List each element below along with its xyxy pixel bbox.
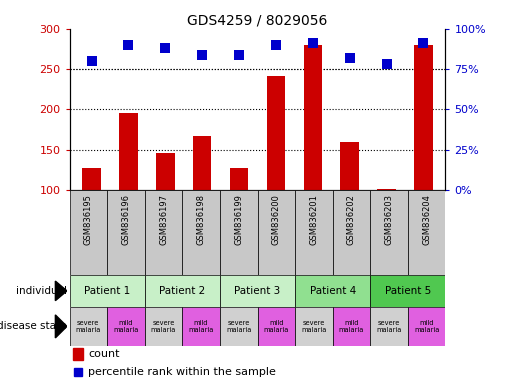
Text: GSM836204: GSM836204 (422, 194, 431, 245)
Text: GSM836195: GSM836195 (84, 194, 93, 245)
Bar (73, 348, 83, 360)
FancyBboxPatch shape (220, 190, 258, 275)
Point (198, 51, 207, 58)
FancyBboxPatch shape (408, 190, 445, 275)
Point (308, 40, 317, 46)
Bar (145, 275, 220, 307)
Bar (70, 275, 145, 307)
Text: severe
malaria: severe malaria (151, 320, 176, 333)
Bar (230, 167, 248, 190)
Bar (267, 76, 285, 190)
Bar (107, 307, 145, 346)
Bar (333, 307, 370, 346)
Text: Patient 2: Patient 2 (159, 286, 205, 296)
Text: mild
malaria: mild malaria (113, 320, 139, 333)
Text: GSM836197: GSM836197 (159, 194, 168, 245)
Text: GSM836201: GSM836201 (310, 194, 318, 245)
FancyBboxPatch shape (258, 190, 295, 275)
Text: Patient 3: Patient 3 (234, 286, 281, 296)
FancyBboxPatch shape (370, 190, 408, 275)
Text: mild
malaria: mild malaria (188, 320, 214, 333)
Text: GSM836200: GSM836200 (272, 194, 281, 245)
Point (88, 58, 96, 64)
FancyBboxPatch shape (70, 190, 107, 275)
Point (272, 42, 280, 48)
Text: GSM836198: GSM836198 (197, 194, 205, 245)
Text: Patient 4: Patient 4 (310, 286, 356, 296)
Text: severe
malaria: severe malaria (76, 320, 101, 333)
FancyBboxPatch shape (333, 190, 370, 275)
Point (235, 51, 243, 58)
Bar (303, 45, 322, 190)
Bar (182, 307, 220, 346)
Point (346, 55, 354, 61)
Text: mild
malaria: mild malaria (264, 320, 289, 333)
Bar (70, 307, 107, 346)
Bar (377, 189, 396, 190)
Polygon shape (56, 315, 67, 338)
Bar (258, 307, 295, 346)
Bar (414, 45, 433, 190)
Text: GSM836202: GSM836202 (347, 194, 356, 245)
Text: GSM836203: GSM836203 (385, 194, 393, 245)
Text: GSM836196: GSM836196 (122, 194, 130, 245)
Bar (145, 307, 182, 346)
Bar (340, 142, 359, 190)
Text: severe
malaria: severe malaria (376, 320, 402, 333)
Title: GDS4259 / 8029056: GDS4259 / 8029056 (187, 14, 328, 28)
Bar (370, 307, 408, 346)
Text: percentile rank within the sample: percentile rank within the sample (89, 366, 276, 377)
Bar (220, 275, 295, 307)
Text: individual: individual (16, 286, 67, 296)
Point (419, 40, 427, 46)
Point (382, 61, 390, 67)
Text: severe
malaria: severe malaria (301, 320, 327, 333)
Text: severe
malaria: severe malaria (226, 320, 251, 333)
Text: disease state: disease state (0, 321, 67, 331)
Text: Patient 1: Patient 1 (84, 286, 130, 296)
Bar (295, 275, 370, 307)
Bar (408, 307, 445, 346)
Polygon shape (56, 281, 67, 301)
FancyBboxPatch shape (145, 190, 182, 275)
Bar (156, 153, 175, 190)
Text: Patient 5: Patient 5 (385, 286, 431, 296)
FancyBboxPatch shape (107, 190, 145, 275)
Point (161, 45, 169, 51)
Text: GSM836199: GSM836199 (234, 194, 243, 245)
Text: count: count (89, 349, 120, 359)
FancyBboxPatch shape (295, 190, 333, 275)
Text: mild
malaria: mild malaria (414, 320, 439, 333)
Text: mild
malaria: mild malaria (339, 320, 364, 333)
Bar (295, 307, 333, 346)
Bar (119, 113, 138, 190)
FancyBboxPatch shape (182, 190, 220, 275)
Bar (193, 136, 212, 190)
Bar (370, 275, 445, 307)
Bar (220, 307, 258, 346)
Point (125, 42, 133, 48)
Bar (82, 167, 101, 190)
